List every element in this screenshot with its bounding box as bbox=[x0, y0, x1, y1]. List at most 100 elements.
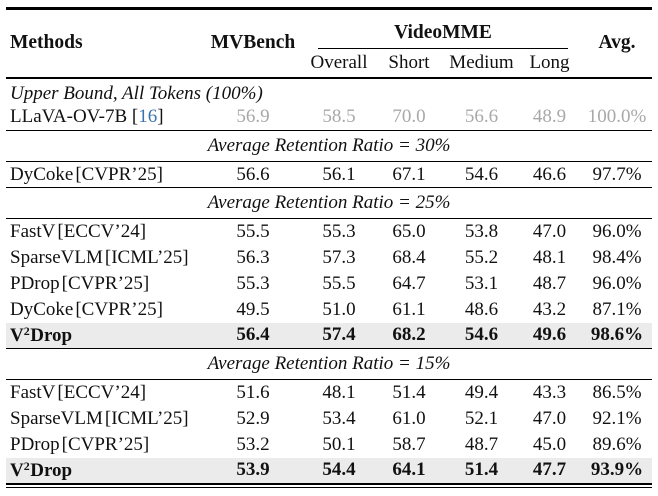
metric-value: 48.1 bbox=[532, 246, 567, 268]
videomme-underline: VideoMME bbox=[318, 21, 569, 49]
column-header-videomme: VideoMME bbox=[394, 21, 492, 43]
metric-value: 48.9 bbox=[532, 106, 567, 128]
method-name: SparseVLM bbox=[10, 407, 103, 429]
metric-value: 49.5 bbox=[236, 298, 270, 320]
metric-value: 56.6 bbox=[236, 163, 270, 185]
metric-value: 49.6 bbox=[532, 324, 567, 346]
metric-value: 68.4 bbox=[392, 246, 426, 268]
metric-value: 53.8 bbox=[464, 220, 499, 242]
citation-link[interactable]: 16 bbox=[138, 106, 158, 128]
metric-value: 56.3 bbox=[236, 246, 270, 268]
column-header-long: Long bbox=[529, 51, 570, 73]
method-name: PDrop bbox=[10, 433, 60, 455]
metric-value: 57.4 bbox=[322, 324, 356, 346]
method-name-cell: V2Drop bbox=[6, 458, 200, 484]
metric-value: 87.1% bbox=[592, 298, 642, 320]
metric-value: 58.5 bbox=[322, 106, 356, 128]
method-name-cell: SparseVLM [ICML’25] bbox=[6, 406, 200, 432]
header-row-2: Overall Short Medium Long bbox=[6, 49, 652, 78]
metric-value: 43.3 bbox=[532, 381, 567, 403]
metric-value: 98.4% bbox=[592, 246, 642, 268]
venue-tag: [ECCV’24] bbox=[57, 381, 147, 403]
column-header-overall: Overall bbox=[310, 51, 368, 73]
metric-value: 70.0 bbox=[392, 106, 426, 128]
metric-value: 53.1 bbox=[464, 272, 499, 294]
section-band-cell: Average Retention Ratio = 25% bbox=[6, 187, 653, 219]
venue-tag: [ICML’25] bbox=[104, 407, 189, 429]
metric-value: 48.6 bbox=[464, 298, 499, 320]
metric-value: 55.5 bbox=[236, 220, 270, 242]
column-header-methods: Methods bbox=[10, 32, 83, 54]
metric-value: 57.3 bbox=[322, 246, 356, 268]
metric-value: 55.5 bbox=[322, 272, 356, 294]
model-name-cell: LLaVA-OV-7B [16] bbox=[6, 105, 200, 131]
method-name: SparseVLM bbox=[10, 246, 103, 268]
method-name: FastV bbox=[10, 220, 56, 242]
method-name: Drop bbox=[30, 324, 73, 346]
method-name-cell: FastV [ECCV’24] bbox=[6, 219, 200, 245]
section-title: Average Retention Ratio = 15% bbox=[207, 353, 451, 374]
column-header-mvbench: MVBench bbox=[210, 32, 296, 54]
table-header: Methods MVBench VideoMME Avg. Overall Sh… bbox=[6, 9, 653, 78]
method-name-cell: PDrop [CVPR’25] bbox=[6, 271, 200, 297]
method-name-cell: V2Drop bbox=[6, 323, 200, 349]
metric-value: 54.4 bbox=[322, 459, 356, 480]
metric-value: 53.2 bbox=[236, 433, 270, 455]
column-header-short: Short bbox=[388, 51, 430, 73]
metric-value: 55.3 bbox=[236, 272, 270, 294]
metric-value: 50.1 bbox=[322, 433, 356, 455]
metric-value: 56.4 bbox=[236, 324, 270, 346]
metric-value: 98.6% bbox=[590, 324, 644, 346]
method-name: PDrop bbox=[10, 272, 60, 294]
metric-value: 52.1 bbox=[464, 407, 499, 429]
metric-value: 47.0 bbox=[532, 407, 567, 429]
metric-value: 89.6% bbox=[592, 433, 642, 455]
venue-tag: [CVPR’25] bbox=[61, 433, 150, 455]
section-band-row: Average Retention Ratio = 30% bbox=[6, 130, 653, 162]
metric-value: 61.0 bbox=[392, 407, 426, 429]
upper-bound-body: Upper Bound, All Tokens (100%) LLaVA-OV-… bbox=[6, 78, 652, 131]
method-row: PDrop [CVPR’25] 53.2 50.1 58.7 48.7 45.0 89.6% bbox=[6, 432, 652, 458]
metric-value: 54.6 bbox=[464, 324, 499, 346]
method-row: DyCoke [CVPR’25] 56.6 56.1 67.1 54.6 46.6 97.7% bbox=[6, 162, 652, 188]
method-row: V2Drop 56.4 57.4 68.2 54.6 49.6 98.6% bbox=[6, 322, 653, 349]
method-name-cell: SparseVLM [ICML’25] bbox=[6, 245, 200, 271]
column-group-videomme: VideoMME bbox=[306, 9, 582, 49]
upper-bound-label-row: Upper Bound, All Tokens (100%) bbox=[6, 78, 652, 105]
venue-tag: [CVPR’25] bbox=[61, 272, 150, 294]
metric-value: 51.0 bbox=[322, 298, 356, 320]
method-name: FastV bbox=[10, 381, 56, 403]
section-band-cell: Average Retention Ratio = 30% bbox=[6, 130, 653, 162]
metric-value: 93.9% bbox=[590, 459, 644, 480]
upper-bound-model-row: LLaVA-OV-7B [16] 56.9 58.5 70.0 56.6 48.… bbox=[6, 105, 652, 131]
metric-value: 54.6 bbox=[464, 163, 499, 185]
metric-value: 47.0 bbox=[532, 220, 567, 242]
metric-value: 61.1 bbox=[392, 298, 426, 320]
column-header-avg: Avg. bbox=[598, 32, 636, 54]
section-title: Average Retention Ratio = 25% bbox=[207, 192, 451, 213]
method-superscript: 2 bbox=[23, 458, 31, 473]
metric-value: 43.2 bbox=[532, 298, 567, 320]
metric-value: 67.1 bbox=[392, 163, 426, 185]
metric-value: 86.5% bbox=[592, 381, 642, 403]
metric-value: 100.0% bbox=[587, 106, 647, 128]
metric-value: 47.7 bbox=[532, 459, 567, 480]
metric-value: 64.1 bbox=[392, 459, 426, 480]
metric-value: 53.4 bbox=[322, 407, 356, 429]
paper-table-page: Methods MVBench VideoMME Avg. Overall Sh… bbox=[6, 7, 653, 488]
section-band-row: Average Retention Ratio = 25% bbox=[6, 187, 653, 219]
bottom-rule bbox=[6, 486, 652, 488]
method-name: DyCoke bbox=[10, 163, 74, 185]
method-row: DyCoke [CVPR’25] 49.5 51.0 61.1 48.6 43.2 87.1% bbox=[6, 297, 652, 323]
method-name: V bbox=[10, 324, 24, 346]
metric-value: 48.1 bbox=[322, 381, 356, 403]
metric-value: 51.6 bbox=[236, 381, 270, 403]
model-name: LLaVA-OV-7B [ bbox=[10, 106, 139, 128]
metric-value: 68.2 bbox=[392, 324, 426, 346]
metric-value: 65.0 bbox=[392, 220, 426, 242]
method-row: SparseVLM [ICML’25] 56.3 57.3 68.4 55.2 48.1 98… bbox=[6, 245, 652, 271]
metric-value: 92.1% bbox=[592, 407, 642, 429]
sections-body: Average Retention Ratio = 30% DyCoke [CVPR… bbox=[6, 130, 653, 484]
metric-value: 48.7 bbox=[464, 433, 499, 455]
method-name: DyCoke bbox=[10, 298, 74, 320]
